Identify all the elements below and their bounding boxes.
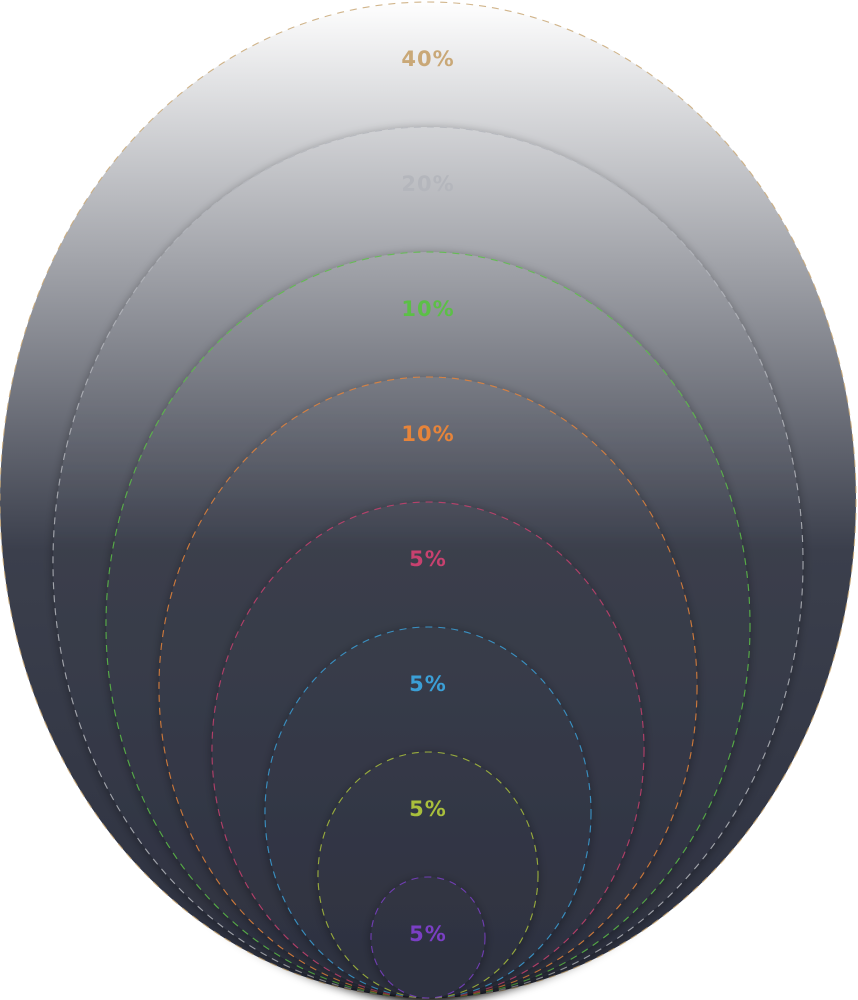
ring-label-4: 10% — [401, 422, 454, 446]
ring-label-5: 5% — [409, 547, 447, 571]
ring-label-6: 5% — [409, 672, 447, 696]
ring-label-8: 5% — [409, 922, 447, 946]
ring-label-2: 20% — [401, 172, 454, 196]
ring-label-7: 5% — [409, 797, 447, 821]
ring-label-3: 10% — [401, 297, 454, 321]
ring-label-1: 40% — [401, 47, 454, 71]
